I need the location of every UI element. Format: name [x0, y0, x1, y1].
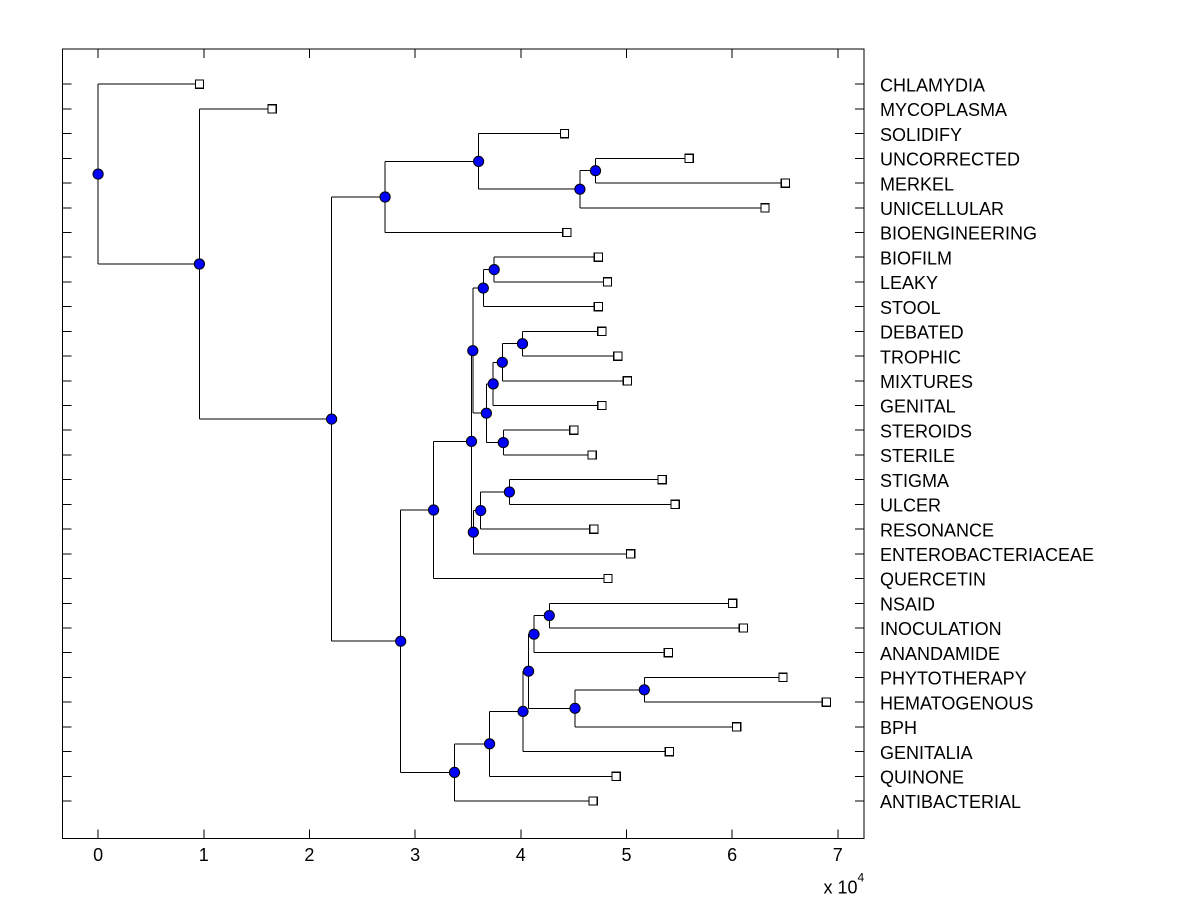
svg-text:UNICELLULAR: UNICELLULAR — [880, 199, 1004, 219]
svg-text:STIGMA: STIGMA — [880, 471, 949, 491]
svg-text:MIXTURES: MIXTURES — [880, 372, 973, 392]
svg-text:PHYTOTHERAPY: PHYTOTHERAPY — [880, 669, 1027, 689]
svg-text:INOCULATION: INOCULATION — [880, 619, 1002, 639]
svg-text:QUINONE: QUINONE — [880, 768, 964, 788]
svg-text:STOOL: STOOL — [880, 298, 941, 318]
svg-text:LEAKY: LEAKY — [880, 273, 938, 293]
svg-text:GENITALIA: GENITALIA — [880, 743, 973, 763]
svg-text:BIOENGINEERING: BIOENGINEERING — [880, 224, 1037, 244]
svg-text:MYCOPLASMA: MYCOPLASMA — [880, 100, 1007, 120]
svg-text:ANTIBACTERIAL: ANTIBACTERIAL — [880, 792, 1021, 812]
svg-text:ANANDAMIDE: ANANDAMIDE — [880, 644, 1000, 664]
svg-text:0: 0 — [93, 845, 103, 865]
svg-text:CHLAMYDIA: CHLAMYDIA — [880, 75, 985, 95]
svg-text:GENITAL: GENITAL — [880, 397, 956, 417]
svg-text:x 10: x 10 — [824, 878, 858, 898]
svg-text:SOLIDIFY: SOLIDIFY — [880, 125, 962, 145]
svg-text:STEROIDS: STEROIDS — [880, 421, 972, 441]
svg-text:HEMATOGENOUS: HEMATOGENOUS — [880, 693, 1033, 713]
svg-text:QUERCETIN: QUERCETIN — [880, 570, 986, 590]
svg-text:BPH: BPH — [880, 718, 917, 738]
svg-text:DEBATED: DEBATED — [880, 323, 964, 343]
svg-text:MERKEL: MERKEL — [880, 174, 954, 194]
svg-text:7: 7 — [833, 845, 843, 865]
svg-text:2: 2 — [304, 845, 314, 865]
svg-text:6: 6 — [727, 845, 737, 865]
svg-text:5: 5 — [621, 845, 631, 865]
svg-text:TROPHIC: TROPHIC — [880, 347, 961, 367]
svg-text:BIOFILM: BIOFILM — [880, 248, 952, 268]
svg-text:4: 4 — [516, 845, 526, 865]
svg-text:3: 3 — [410, 845, 420, 865]
svg-text:UNCORRECTED: UNCORRECTED — [880, 150, 1020, 170]
svg-text:NSAID: NSAID — [880, 595, 935, 615]
svg-text:ULCER: ULCER — [880, 496, 941, 516]
svg-text:ENTEROBACTERIACEAE: ENTEROBACTERIACEAE — [880, 545, 1094, 565]
svg-text:RESONANCE: RESONANCE — [880, 520, 994, 540]
svg-text:STERILE: STERILE — [880, 446, 955, 466]
svg-text:1: 1 — [199, 845, 209, 865]
svg-text:4: 4 — [858, 871, 865, 885]
